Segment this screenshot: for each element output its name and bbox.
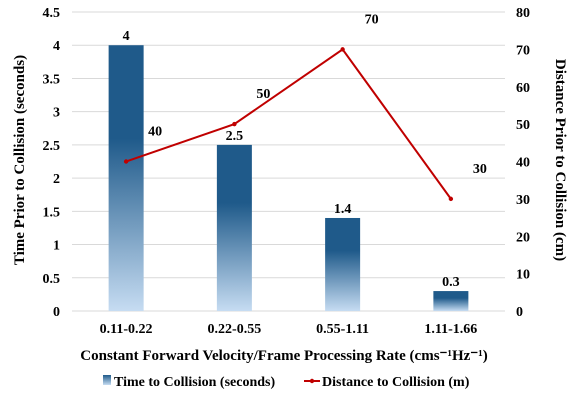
left-tick-label: 2.5 [43,139,61,154]
left-tick-label: 1.5 [43,205,61,220]
line-path [125,47,452,200]
right-tick-label: 0 [516,305,523,320]
left-axis-ticks: 0 0.5 1 1.5 2 2.5 3 3.5 4 4.5 [43,6,61,320]
left-tick-label: 1 [53,239,60,254]
bar-data-label: 1.4 [334,202,352,217]
left-tick-label: 0.5 [43,272,61,287]
right-tick-label: 70 [516,43,530,58]
x-axis-title: Constant Forward Velocity/Frame Processi… [80,348,487,364]
line-point [448,196,454,202]
right-tick-label: 10 [516,268,530,283]
category-labels: 0.11-0.22 0.22-0.55 0.55-1.11 1.11-1.66 [100,322,478,337]
legend-line-label: Distance to Collision (m) [322,375,470,390]
line-data-label: 40 [148,125,162,140]
bar [325,217,361,311]
right-tick-label: 40 [516,156,530,171]
category-label: 0.11-0.22 [100,322,153,337]
line-data-label: 70 [365,12,379,27]
right-tick-label: 50 [516,118,530,133]
right-tick-label: 60 [516,81,530,96]
line-point [340,47,345,52]
right-axis-ticks: 0 10 20 30 40 50 60 70 80 [516,6,530,320]
left-tick-label: 2 [53,172,60,187]
bar-data-label: 2.5 [226,129,244,144]
legend: Time to Collision (seconds) Distance to … [103,375,470,390]
right-tick-label: 30 [516,193,530,208]
category-label: 0.55-1.11 [316,322,369,337]
line-series [123,47,454,202]
gridlines [72,11,505,312]
left-tick-label: 3 [53,106,60,121]
bar [216,144,252,311]
bar-data-label: 0.3 [442,275,460,290]
category-label: 1.11-1.66 [424,322,477,337]
line-data-label: 50 [256,87,270,102]
bar [108,45,144,311]
line-point [232,121,237,127]
right-tick-label: 80 [516,6,530,21]
legend-line-marker [309,378,315,384]
left-axis-title: Time Prior to Collision (seconds) [12,55,28,265]
legend-bar-swatch [103,375,111,385]
line-data-label: 30 [473,162,487,177]
category-label: 0.22-0.55 [208,322,262,337]
right-axis-title: Distance Prior to Collision (cm) [552,59,568,261]
bar-series [108,45,469,311]
right-tick-label: 20 [516,230,530,245]
left-tick-label: 4.5 [43,6,61,21]
legend-bar-label: Time to Collision (seconds) [114,375,275,390]
left-tick-label: 4 [53,39,60,54]
left-tick-label: 3.5 [43,72,61,87]
bar-data-label: 4 [123,29,130,44]
data-labels: 4 2.5 1.4 0.3 40 50 70 30 [123,12,487,290]
line-point [123,159,129,164]
bar [433,291,469,311]
left-tick-label: 0 [53,305,60,320]
